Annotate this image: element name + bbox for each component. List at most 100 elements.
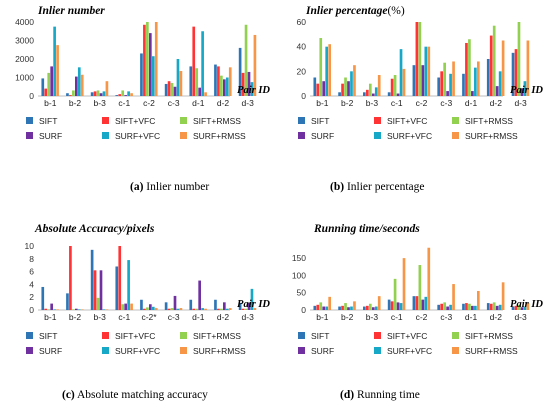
bar-sift-vfc-d-2 [217, 308, 220, 310]
bar-surf-rmss-b-2 [353, 65, 356, 96]
bar-surf-c-3 [173, 295, 177, 310]
bar-surf-d-2 [223, 302, 226, 310]
figure-caption: (c) Absolute matching accuracy [62, 389, 208, 401]
x-tick-label: b-1 [316, 312, 329, 322]
legend-label: SURF+RMSS [465, 131, 518, 141]
y-tick-label: 0 [29, 91, 34, 101]
legend-label: SIFT+VFC [115, 331, 155, 341]
bar-surf-d-1 [198, 280, 201, 310]
bar-sift-vfc-c-1 [390, 301, 394, 310]
bar-surf-b-3 [99, 270, 103, 310]
bar-surf-rmss-b-3 [377, 75, 381, 96]
bar-surf-rmss-b-1 [328, 296, 332, 310]
bar-surf-vfc-b-3 [374, 87, 378, 96]
bar-surf-vfc-b-1 [53, 309, 56, 310]
chart-title: Absolute Accuracy/pixels [34, 223, 155, 235]
bar-sift-rmss-d-2 [492, 302, 496, 310]
bar-surf-d-3 [247, 71, 251, 96]
y-tick-label: 2000 [15, 54, 34, 64]
bar-surf-c-2* [149, 304, 152, 310]
caption-label: (d) [340, 389, 354, 401]
bar-sift-vfc-c-1 [118, 246, 122, 310]
bar-sift-c-2 [140, 53, 143, 96]
bar-surf-rmss-d-3 [526, 303, 530, 310]
bar-surf-vfc-b-3 [102, 91, 106, 97]
bar-sift-vfc-c-2 [415, 22, 419, 96]
caption-label: (b) [330, 181, 344, 193]
bar-sift-vfc-d-2 [489, 35, 493, 96]
bar-surf-rmss-d-1 [477, 61, 480, 96]
bar-surf-d-1 [198, 87, 201, 96]
caption-label: (a) [130, 181, 144, 193]
bar-surf-vfc-c-3 [176, 59, 180, 96]
bar-sift-c-3 [164, 83, 168, 96]
bar-surf-vfc-c-1 [399, 303, 403, 310]
x-tick-label: c-3 [440, 312, 452, 322]
bar-surf-c-3 [446, 306, 449, 310]
bar-surf-b-3 [371, 93, 375, 96]
x-axis-label: Pair ID [510, 85, 543, 96]
bar-sift-rmss-d-1 [468, 39, 471, 96]
bar-sift-c-1 [115, 266, 119, 310]
legend-swatch [374, 347, 381, 354]
legend-swatch [180, 332, 187, 339]
bar-surf-c-2 [421, 65, 425, 96]
bar-sift-b-1 [313, 77, 317, 96]
legend-label: SURF+RMSS [193, 346, 246, 356]
legend-swatch [374, 117, 381, 124]
bar-surf-d-3 [520, 88, 524, 96]
bar-sift-vfc-b-3 [93, 270, 97, 310]
bar-sift-vfc-c-2 [415, 296, 419, 310]
caption-text: Absolute matching accuracy [75, 389, 208, 401]
bar-sift-b-2 [66, 93, 69, 96]
x-tick-label: c-1 [118, 98, 130, 108]
bar-sift-b-2 [66, 293, 69, 310]
bar-sift-rmss-d-3 [244, 24, 248, 96]
bar-sift-vfc-b-3 [366, 305, 369, 310]
bar-sift-vfc-b-1 [316, 83, 320, 96]
bar-sift-rmss-c-2 [418, 265, 422, 310]
bar-sift-rmss-c-1 [393, 278, 397, 310]
y-tick-label: 6 [29, 267, 34, 277]
x-tick-label: c-2 [143, 98, 155, 108]
bar-sift-d-2 [214, 299, 217, 310]
legend-swatch [180, 117, 187, 124]
x-tick-label: b-3 [94, 312, 107, 322]
x-tick-label: c-1 [118, 312, 130, 322]
y-tick-label: 60 [297, 17, 307, 27]
bar-sift-d-1 [462, 73, 465, 96]
x-tick-label: b-1 [44, 98, 57, 108]
legend-swatch [452, 117, 459, 124]
bar-sift-rmss-b-1 [47, 309, 51, 310]
caption-text: Inlier percentage [344, 181, 424, 193]
bar-surf-c-1 [396, 93, 400, 96]
bar-sift-rmss-b-2 [72, 90, 75, 96]
chart-title: Inlier number [37, 5, 105, 17]
bar-sift-vfc-d-2 [489, 303, 493, 310]
chart-title: Inlier percentage(%) [305, 5, 405, 17]
legend-label: SIFT+RMSS [465, 116, 513, 126]
bar-surf-b-2 [75, 76, 78, 96]
bar-surf-b-1 [50, 303, 53, 310]
y-tick-label: 100 [292, 270, 306, 280]
bar-surf-d-2 [495, 305, 499, 310]
bar-surf-vfc-b-1 [325, 46, 329, 96]
bar-surf-rmss-c-1 [402, 68, 406, 96]
legend-swatch [180, 132, 187, 139]
bar-sift-b-3 [363, 306, 366, 310]
bar-sift-rmss-c-1 [393, 75, 397, 96]
bar-surf-vfc-b-2 [77, 309, 81, 310]
chart-title-unit: (%) [387, 5, 404, 17]
x-tick-label: d-3 [514, 98, 527, 108]
x-tick-label: b-3 [94, 98, 107, 108]
legend-label: SIFT+RMSS [193, 116, 241, 126]
bar-sift-vfc-c-1 [390, 78, 394, 96]
bar-surf-rmss-b-2 [80, 309, 84, 310]
x-tick-label: b-2 [341, 312, 354, 322]
chart-panel-4: Running time/seconds 0 50 100 150 b-1 b-2 b-3 c-… [292, 223, 544, 401]
bar-sift-rmss-c-2 [146, 22, 149, 96]
figure-caption: (a) Inlier number [130, 181, 209, 193]
bar-sift-c-2 [412, 65, 416, 96]
y-tick-label: 150 [292, 253, 306, 263]
bar-surf-rmss-c-2 [154, 22, 158, 96]
